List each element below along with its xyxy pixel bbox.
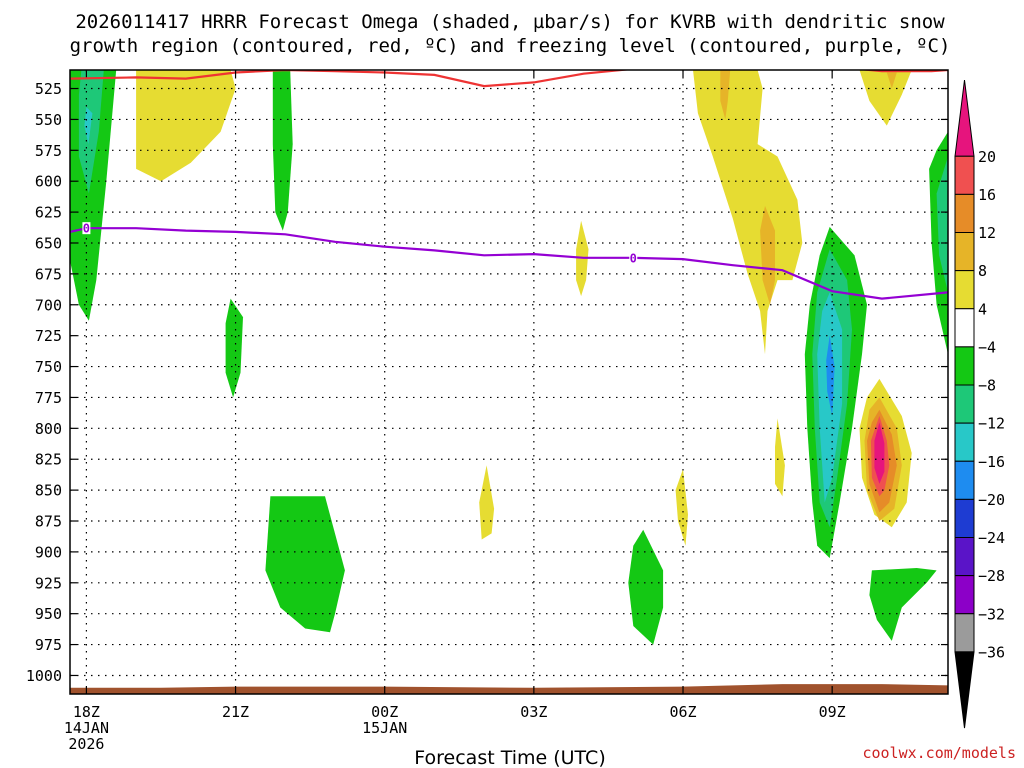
y-tick-label-775: 775 [35,389,62,407]
y-tick-label-825: 825 [35,451,62,469]
y-tick-label-600: 600 [35,173,62,191]
omega-region-8 [720,70,731,120]
colorbar-box-13 [954,613,975,653]
colorbar-box-9 [954,460,975,500]
x-axis-title: Forecast Time (UTC) [414,747,605,768]
omega-region-24 [265,496,345,633]
freezing-level-line [70,227,948,300]
y-axis: 525 550 575 600 625 650 675 700 725 750 775 800 825 8… [26,80,948,685]
chart-title-line-1: 2026011417 HRRR Forecast Omega (shaded, … [75,11,945,33]
y-tick-label-875: 875 [35,513,62,531]
x-tick-label-9-0: 03Z [520,703,547,721]
omega-region-13 [826,335,835,416]
colorbar-label-0: 20 [978,148,996,166]
omega-region-23 [869,568,937,641]
colorbar-box-12 [954,575,975,615]
x-tick-label-12-0: 06Z [669,703,696,721]
colorbar-label-8: −16 [978,453,1005,471]
contour-lines: 00 [70,70,948,300]
y-tick-label-750: 750 [35,358,62,376]
colorbar-box-8 [954,422,975,462]
y-tick-label-550: 550 [35,111,62,129]
colorbar-label-12: −32 [978,605,1005,623]
colorbar-label-2: 12 [978,224,996,242]
y-tick-label-850: 850 [35,482,62,500]
omega-region-4 [272,70,293,231]
colorbar-label-5: −4 [978,338,996,356]
y-tick-label-575: 575 [35,142,62,160]
y-tick-label-625: 625 [35,204,62,222]
y-tick-label-525: 525 [35,80,62,98]
omega-region-26 [479,465,495,540]
terrain-layer [70,684,948,694]
y-tick-label-900: 900 [35,543,62,561]
colorbar-box-6 [954,346,975,386]
x-tick-label-3-0: 21Z [222,703,249,721]
colorbar-box-5 [954,308,975,348]
colorbar-box-10 [954,498,975,538]
omega-shading [70,70,948,645]
colorbar-box-3 [954,232,975,272]
y-tick-label-800: 800 [35,420,62,438]
x-tick-label-0-1: 14JAN [64,719,109,737]
y-tick-label-950: 950 [35,605,62,623]
omega-region-3 [136,70,236,182]
omega-region-2 [84,107,93,145]
omega-region-18 [874,422,885,484]
x-tick-label-15-0: 09Z [819,703,846,721]
omega-region-21 [859,70,912,126]
y-tick-label-925: 925 [35,574,62,592]
omega-region-27 [675,469,688,546]
x-tick-label-0-2: 2026 [68,735,104,753]
colorbar-box-11 [954,537,975,577]
colorbar-box-2 [954,193,975,233]
y-tick-label-650: 650 [35,234,62,252]
y-tick-label-675: 675 [35,265,62,283]
y-tick-label-700: 700 [35,296,62,314]
y-tick-label-725: 725 [35,327,62,345]
colorbar-label-6: −8 [978,377,996,395]
colorbar-box-7 [954,384,975,424]
colorbar-label-13: −36 [978,643,1005,661]
credit-text: coolwx.com/models [862,744,1016,762]
freezing-label-bg-1 [629,251,638,264]
freezing-label-0: 0 [83,222,90,236]
omega-region-22 [886,72,897,89]
colorbar-label-10: −24 [978,529,1005,547]
dgz-contour-0 [70,70,633,88]
omega-region-28 [775,418,785,497]
omega-region-7 [693,70,803,355]
colorbar-label-3: 8 [978,262,987,280]
colorbar-bottom-triangle [954,651,975,729]
colorbar-box-4 [954,270,975,310]
omega-region-9 [760,205,775,305]
x-tick-label-6-0: 00Z [371,703,398,721]
colorbar-box-1 [954,155,975,195]
plot-frame [69,69,949,695]
omega-region-20 [936,156,948,293]
terrain-fill [70,684,948,694]
omega-region-1 [78,70,104,194]
freezing-label-bg-0 [82,222,91,235]
x-tick-label-0-0: 18Z [73,703,100,721]
colorbar-label-7: −12 [978,415,1005,433]
y-tick-label-1000: 1000 [26,667,62,685]
omega-region-5 [225,298,243,398]
omega-region-25 [628,529,664,645]
colorbar-label-9: −20 [978,491,1005,509]
colorbar-top-triangle [954,79,975,157]
chart-title-line-2: growth region (contoured, red, ºC) and f… [70,35,951,57]
x-tick-label-6-1: 15JAN [362,719,407,737]
colorbar-label-11: −28 [978,567,1005,585]
colorbar-label-1: 16 [978,186,996,204]
colorbar: 20 16 12 8 4 −4 −8 −12 −16 −20 −24 −28 −32 −36 [954,79,1005,729]
colorbar-label-4: 4 [978,300,987,318]
y-tick-label-975: 975 [35,636,62,654]
freezing-label-1: 0 [630,251,637,265]
